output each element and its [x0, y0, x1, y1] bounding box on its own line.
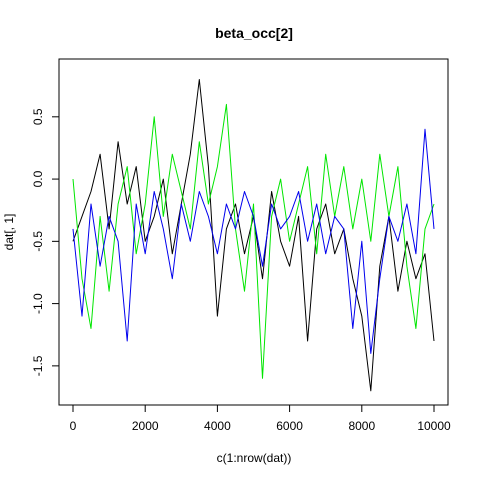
x-tick-label: 4000	[204, 419, 231, 433]
x-tick-label: 10000	[417, 419, 451, 433]
y-tick-label: 0.5	[31, 108, 45, 125]
y-tick-label: -1.5	[31, 355, 45, 376]
y-axis: -1.5 -1.0 -0.5 0.0 0.5	[31, 108, 60, 376]
x-axis: 0 2000 4000 6000 8000 10000	[70, 404, 451, 433]
y-tick-label: -0.5	[31, 231, 45, 252]
series-line-2	[72, 103, 435, 379]
y-tick-label: 0.0	[31, 170, 45, 187]
y-axis-label: dat[, 1]	[2, 214, 16, 251]
y-tick-label: -1.0	[31, 293, 45, 314]
x-tick-label: 0	[70, 419, 77, 433]
x-tick-label: 6000	[276, 419, 303, 433]
x-tick-label: 8000	[348, 419, 375, 433]
x-axis-label: c(1:nrow(dat))	[217, 451, 292, 465]
series-line-3	[72, 128, 435, 354]
chart-title: beta_occ[2]	[215, 25, 293, 41]
x-tick-label: 2000	[132, 419, 159, 433]
series-layer	[72, 79, 435, 392]
